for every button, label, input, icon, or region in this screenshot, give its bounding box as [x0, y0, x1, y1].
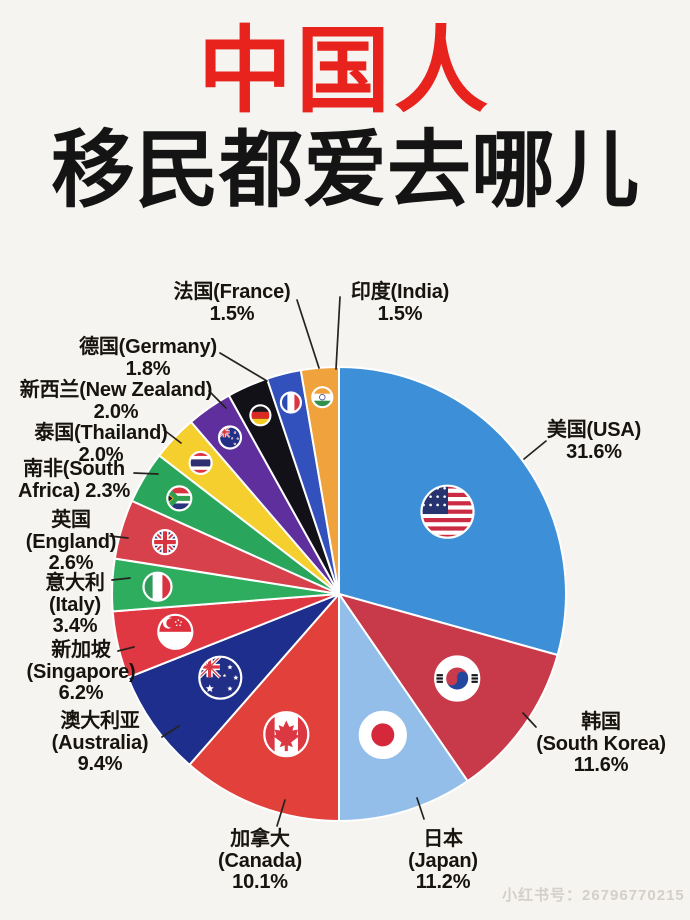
- leader-line-england: [109, 535, 129, 539]
- pie-slice-japan: [338, 590, 469, 823]
- leader-line-south-africa: [133, 472, 159, 475]
- leader-line-thailand: [163, 429, 182, 444]
- leader-line-south-korea: [522, 712, 537, 728]
- de-flag-icon: [249, 404, 272, 427]
- pie-slice-india: [299, 365, 340, 595]
- in-flag-icon: [311, 386, 334, 409]
- leader-line-france: [296, 299, 320, 369]
- it-flag-icon: [142, 571, 173, 602]
- fr-flag-icon: [279, 391, 302, 414]
- leader-line-italy: [111, 577, 131, 581]
- us-flag-icon: [420, 484, 475, 539]
- leader-line-australia: [161, 725, 180, 738]
- leader-line-india: [335, 296, 341, 370]
- page-title: 中国人 移民都爱去哪儿: [0, 18, 690, 217]
- jp-flag-icon: [358, 710, 407, 760]
- uk-flag-icon: [151, 529, 179, 556]
- title-line1: 中国人: [197, 18, 492, 123]
- ca-flag-icon: [263, 711, 310, 758]
- leader-line-germany: [219, 352, 268, 382]
- leader-line-japan: [416, 797, 425, 820]
- za-flag-icon: [166, 485, 193, 512]
- nz-flag-icon: [217, 425, 243, 450]
- th-flag-icon: [188, 450, 213, 475]
- au-flag-icon: [198, 655, 243, 700]
- pie-slice-canada: [188, 591, 340, 823]
- leader-line-new-zealand: [208, 390, 227, 409]
- sg-flag-icon: [157, 613, 194, 650]
- watermark: 小红书号：26796770215: [502, 887, 685, 904]
- title-line2: 移民都爱去哪儿: [50, 123, 639, 217]
- leader-line-singapore: [117, 646, 135, 652]
- leader-line-canada: [276, 799, 286, 827]
- kr-flag-icon: [434, 655, 481, 702]
- leader-line-usa: [523, 440, 547, 460]
